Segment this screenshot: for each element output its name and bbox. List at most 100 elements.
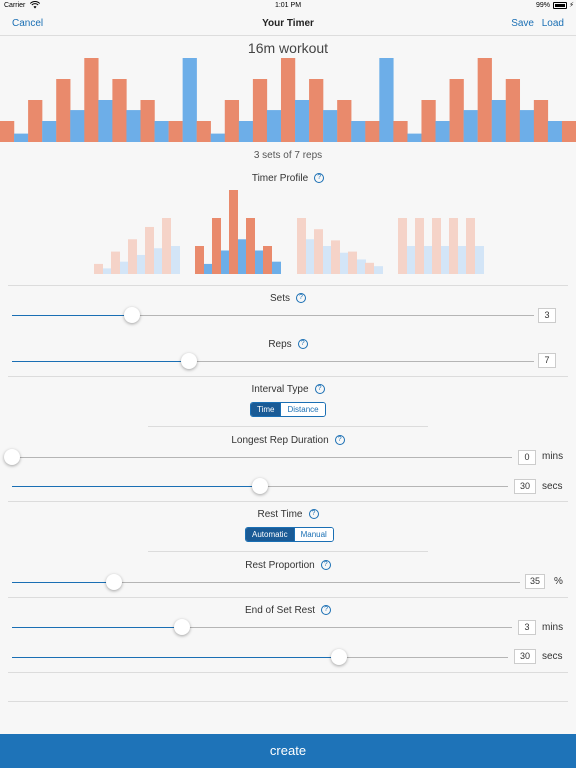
rest-interval-bar	[98, 100, 113, 142]
rest-proportion-slider[interactable]	[12, 582, 520, 583]
reps-slider-thumb[interactable]	[181, 353, 198, 369]
rest-interval-bar	[238, 121, 254, 142]
profile-rest-bar	[323, 246, 332, 274]
rest-time-control[interactable]: Automatic Manual	[245, 527, 334, 542]
work-interval-bar	[224, 100, 240, 142]
longest-rep-secs-slider-thumb[interactable]	[252, 478, 268, 494]
profile-work-bar	[365, 262, 374, 274]
sets-slider-fill	[12, 315, 133, 316]
end-of-set-rest-secs-unit: secs	[542, 651, 563, 662]
help-icon[interactable]: ?	[297, 339, 308, 350]
profile-work-bar	[263, 246, 272, 274]
workout-title: 16m workout	[247, 40, 329, 56]
rest-interval-bar	[547, 121, 563, 142]
help-icon[interactable]: ?	[308, 509, 319, 520]
rest-interval-bar	[491, 100, 506, 142]
profile-work-bar	[348, 251, 357, 274]
work-interval-bar	[393, 121, 408, 142]
end-of-set-rest-text: End of Set Rest	[244, 605, 316, 616]
rest-interval-bar	[14, 133, 29, 142]
profile-work-bar	[212, 218, 221, 274]
end-of-set-rest-secs-slider[interactable]	[12, 657, 508, 658]
reps-slider[interactable]	[12, 361, 534, 362]
work-interval-bar	[505, 79, 521, 142]
longest-rep-secs-slider-fill	[12, 486, 260, 487]
timer-profile-ascending[interactable]	[94, 218, 180, 274]
profile-rest-bar	[441, 246, 450, 274]
help-icon[interactable]: ?	[334, 435, 345, 446]
page-title: Your Timer	[262, 18, 314, 29]
profile-rest-bar	[238, 239, 247, 274]
end-of-set-rest-secs-value[interactable]: 30	[514, 649, 536, 664]
profile-rest-bar	[171, 246, 180, 274]
workout-preview-chart	[0, 58, 576, 142]
divider	[8, 285, 568, 286]
cancel-button[interactable]: Cancel	[12, 18, 44, 29]
timer-profile-text: Timer Profile	[251, 173, 309, 184]
interval-type-distance-segment[interactable]: Distance	[280, 403, 325, 416]
status-bar: Carrier 1:01 PM 99% ⚡	[0, 0, 576, 12]
end-of-set-rest-secs-slider-fill	[12, 657, 340, 658]
divider	[148, 426, 428, 427]
sets-slider[interactable]	[12, 315, 534, 316]
help-icon[interactable]: ?	[314, 384, 325, 395]
profile-work-bar	[432, 218, 441, 274]
sets-slider-thumb[interactable]	[124, 307, 141, 323]
longest-rep-label: Longest Rep Duration?	[0, 435, 576, 446]
rest-time-automatic-segment[interactable]: Automatic	[246, 528, 294, 541]
timer-profile-constant[interactable]	[398, 218, 484, 274]
longest-rep-mins-slider-thumb[interactable]	[4, 449, 20, 465]
rest-interval-bar	[407, 133, 422, 142]
sets-value[interactable]: 3	[538, 308, 556, 323]
help-icon[interactable]: ?	[314, 173, 325, 184]
end-of-set-rest-mins-value[interactable]: 3	[518, 620, 536, 635]
profile-rest-bar	[306, 239, 315, 274]
profile-rest-bar	[340, 252, 349, 274]
help-icon[interactable]: ?	[296, 293, 306, 304]
create-button[interactable]: create	[0, 734, 576, 768]
end-of-set-rest-secs-slider-thumb[interactable]	[331, 649, 348, 665]
rest-proportion-text: Rest Proportion	[245, 560, 315, 571]
profile-rest-bar	[154, 248, 163, 274]
interval-type-time-segment[interactable]: Time	[251, 403, 281, 416]
longest-rep-text: Longest Rep Duration	[231, 435, 329, 446]
help-icon[interactable]: ?	[320, 560, 331, 571]
rest-proportion-value[interactable]: 35	[525, 574, 545, 589]
end-of-set-rest-mins-unit: mins	[542, 622, 564, 633]
work-interval-bar	[140, 100, 155, 142]
longest-rep-secs-value[interactable]: 30	[514, 479, 536, 494]
longest-rep-mins-value[interactable]: 0	[518, 450, 536, 465]
longest-rep-mins-slider[interactable]	[12, 457, 512, 458]
reps-text: Reps	[268, 339, 292, 350]
profile-work-bar	[314, 229, 323, 274]
end-of-set-rest-mins-slider[interactable]	[12, 627, 512, 628]
rest-interval-bar	[266, 110, 282, 142]
load-button[interactable]: Load	[541, 18, 564, 29]
timer-profile-pyramid[interactable]	[195, 190, 281, 274]
rest-proportion-slider-thumb[interactable]	[105, 574, 122, 590]
divider	[8, 597, 568, 598]
profile-rest-bar	[204, 263, 213, 274]
rest-interval-bar	[70, 110, 85, 142]
interval-type-control[interactable]: Time Distance	[250, 402, 326, 417]
profile-rest-bar	[357, 259, 366, 274]
navigation-bar: Cancel Your Timer Save Load	[0, 12, 576, 36]
rest-time-manual-segment[interactable]: Manual	[293, 528, 333, 541]
divider	[8, 701, 568, 702]
work-interval-bar	[196, 121, 211, 142]
work-interval-bar	[252, 79, 268, 142]
timer-profile-picker[interactable]	[0, 186, 576, 276]
work-interval-bar	[449, 79, 464, 142]
rest-interval-bar	[351, 121, 366, 142]
work-interval-bar	[421, 100, 436, 142]
divider	[148, 551, 428, 552]
work-interval-bar	[309, 79, 324, 142]
end-of-set-rest-mins-slider-thumb[interactable]	[174, 619, 190, 635]
save-button[interactable]: Save	[511, 18, 534, 29]
sets-label: Sets?	[0, 293, 576, 304]
reps-value[interactable]: 7	[538, 353, 556, 368]
work-interval-bar	[337, 100, 352, 142]
timer-profile-descending[interactable]	[297, 218, 383, 274]
rest-proportion-label: Rest Proportion?	[0, 560, 576, 571]
help-icon[interactable]: ?	[321, 605, 332, 616]
